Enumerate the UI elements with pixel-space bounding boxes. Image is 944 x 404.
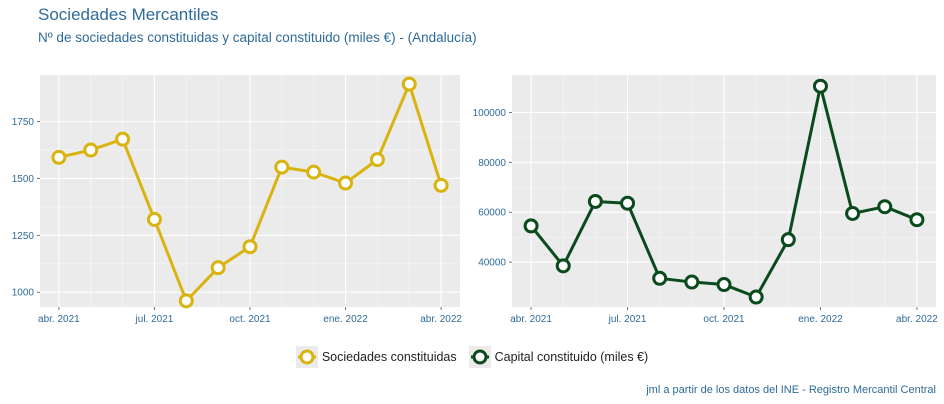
legend-key-sociedades [295, 346, 318, 368]
data-point [338, 175, 354, 191]
data-point [523, 218, 539, 234]
legend: Sociedades constituidas Capital constitu… [0, 346, 944, 368]
legend-item-capital: Capital constituido (miles €) [468, 346, 649, 368]
y-tick-label: 1500 [12, 174, 35, 185]
y-tick-label: 80000 [478, 158, 506, 169]
x-tick-label: abr. 2022 [420, 314, 462, 325]
y-tick-label: 100000 [473, 108, 507, 119]
data-point [433, 177, 449, 193]
data-point [877, 199, 893, 215]
data-point [909, 212, 925, 228]
data-point [812, 78, 828, 94]
data-point [242, 239, 258, 255]
x-tick-label: abr. 2021 [38, 314, 80, 325]
data-point [748, 289, 764, 305]
data-point [684, 274, 700, 290]
chart-subtitle: Nº de sociedades constituidas y capital … [38, 30, 477, 45]
data-point [178, 293, 194, 309]
y-tick-label: 40000 [478, 258, 506, 269]
x-tick-label: abr. 2022 [896, 314, 938, 325]
y-tick-label: 1000 [12, 288, 35, 299]
x-tick-label: abr. 2021 [510, 314, 552, 325]
y-tick-label: 1750 [12, 117, 35, 128]
data-point [369, 152, 385, 168]
data-point [51, 149, 67, 165]
x-tick-label: ene. 2022 [323, 314, 368, 325]
data-point [306, 164, 322, 180]
x-tick-label: jul. 2021 [135, 314, 174, 325]
legend-key-capital [468, 346, 491, 368]
data-point [115, 131, 131, 147]
data-point [845, 205, 861, 221]
caption: jml a partir de los datos del INE - Regi… [646, 384, 936, 396]
data-point [401, 76, 417, 92]
data-point [716, 277, 732, 293]
data-point [83, 142, 99, 158]
x-tick-label: jul. 2021 [608, 314, 647, 325]
data-point [652, 270, 668, 286]
data-point [555, 258, 571, 274]
data-point [587, 193, 603, 209]
legend-item-sociedades: Sociedades constituidas [295, 346, 457, 368]
x-tick-label: oct. 2021 [229, 314, 271, 325]
chart-title: Sociedades Mercantiles [38, 5, 219, 24]
legend-label-sociedades: Sociedades constituidas [321, 350, 457, 364]
x-tick-label: ene. 2022 [798, 314, 843, 325]
data-point [210, 260, 226, 276]
data-point [780, 232, 796, 248]
y-tick-label: 60000 [478, 208, 506, 219]
data-point [620, 195, 636, 211]
data-point [274, 159, 290, 175]
x-tick-label: oct. 2021 [703, 314, 745, 325]
legend-label-capital: Capital constituido (miles €) [494, 350, 649, 364]
y-tick-label: 1250 [12, 231, 35, 242]
data-point [146, 211, 162, 227]
